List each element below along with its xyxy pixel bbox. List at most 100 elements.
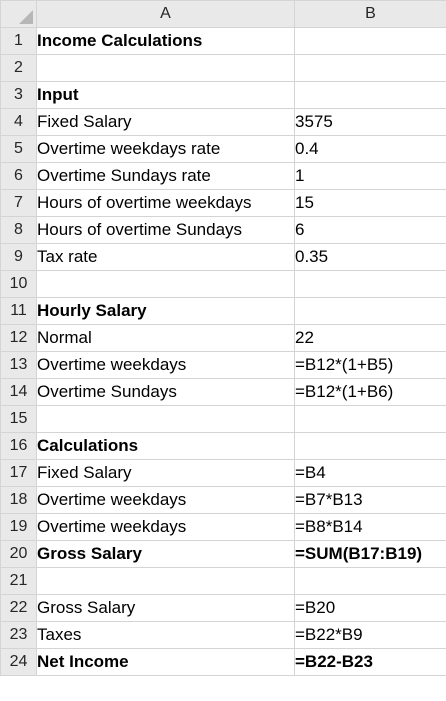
cell-b[interactable]: =B8*B14: [294, 513, 446, 541]
cell-a[interactable]: Overtime weekdays: [36, 351, 295, 379]
cell-b[interactable]: [294, 54, 446, 82]
cell-a[interactable]: Income Calculations: [36, 27, 295, 55]
table-row: 1 Income Calculations: [0, 27, 446, 55]
table-row: 16 Calculations: [0, 432, 446, 460]
row-header[interactable]: 16: [0, 432, 37, 460]
table-row: 17 Fixed Salary =B4: [0, 459, 446, 487]
column-header-a[interactable]: A: [36, 0, 295, 28]
cell-b[interactable]: 15: [294, 189, 446, 217]
table-row: 23 Taxes =B22*B9: [0, 621, 446, 649]
cell-b[interactable]: =B12*(1+B5): [294, 351, 446, 379]
cell-a[interactable]: Tax rate: [36, 243, 295, 271]
row-header[interactable]: 1: [0, 27, 37, 55]
row-header[interactable]: 23: [0, 621, 37, 649]
cell-b[interactable]: [294, 81, 446, 109]
row-header[interactable]: 14: [0, 378, 37, 406]
cell-a[interactable]: Taxes: [36, 621, 295, 649]
cell-b[interactable]: =B12*(1+B6): [294, 378, 446, 406]
column-header-row: A B: [0, 0, 446, 28]
cell-b[interactable]: [294, 270, 446, 298]
table-row: 22 Gross Salary =B20: [0, 594, 446, 622]
row-header[interactable]: 7: [0, 189, 37, 217]
cell-a[interactable]: Hours of overtime Sundays: [36, 216, 295, 244]
cell-b[interactable]: =B22*B9: [294, 621, 446, 649]
cell-a[interactable]: Gross Salary: [36, 540, 295, 568]
row-header[interactable]: 2: [0, 54, 37, 82]
cell-b[interactable]: =B4: [294, 459, 446, 487]
table-row: 8 Hours of overtime Sundays 6: [0, 216, 446, 244]
table-row: 15: [0, 405, 446, 433]
row-header[interactable]: 22: [0, 594, 37, 622]
row-header[interactable]: 5: [0, 135, 37, 163]
cell-a[interactable]: Fixed Salary: [36, 108, 295, 136]
select-all-button[interactable]: [0, 0, 37, 28]
table-row: 3 Input: [0, 81, 446, 109]
row-header[interactable]: 10: [0, 270, 37, 298]
cell-a[interactable]: Normal: [36, 324, 295, 352]
cell-b[interactable]: [294, 297, 446, 325]
row-header[interactable]: 17: [0, 459, 37, 487]
row-header[interactable]: 20: [0, 540, 37, 568]
cell-b[interactable]: [294, 27, 446, 55]
cell-a[interactable]: Input: [36, 81, 295, 109]
cell-a[interactable]: Net Income: [36, 648, 295, 676]
cell-b[interactable]: 0.35: [294, 243, 446, 271]
table-row: 24 Net Income =B22-B23: [0, 648, 446, 676]
row-header[interactable]: 8: [0, 216, 37, 244]
row-header[interactable]: 24: [0, 648, 37, 676]
table-row: 19 Overtime weekdays =B8*B14: [0, 513, 446, 541]
cell-b[interactable]: =B20: [294, 594, 446, 622]
table-row: 7 Hours of overtime weekdays 15: [0, 189, 446, 217]
table-row: 9 Tax rate 0.35: [0, 243, 446, 271]
row-header[interactable]: 13: [0, 351, 37, 379]
cell-b[interactable]: =SUM(B17:B19): [294, 540, 446, 568]
table-row: 21: [0, 567, 446, 595]
cell-a[interactable]: [36, 567, 295, 595]
cell-a[interactable]: Overtime weekdays: [36, 486, 295, 514]
cell-grid: A B 1 Income Calculations 2 3 Input 4 Fixed Sa…: [0, 0, 446, 676]
cell-a[interactable]: Overtime weekdays: [36, 513, 295, 541]
row-header[interactable]: 4: [0, 108, 37, 136]
cell-b[interactable]: =B22-B23: [294, 648, 446, 676]
cell-b[interactable]: 0.4: [294, 135, 446, 163]
row-header[interactable]: 15: [0, 405, 37, 433]
table-row: 4 Fixed Salary 3575: [0, 108, 446, 136]
cell-a[interactable]: [36, 270, 295, 298]
row-header[interactable]: 18: [0, 486, 37, 514]
cell-b[interactable]: 22: [294, 324, 446, 352]
table-row: 13 Overtime weekdays =B12*(1+B5): [0, 351, 446, 379]
cell-b[interactable]: 3575: [294, 108, 446, 136]
cell-a[interactable]: Overtime weekdays rate: [36, 135, 295, 163]
grid-body: 1 Income Calculations 2 3 Input 4 Fixed Salary…: [0, 27, 446, 676]
cell-a[interactable]: Overtime Sundays: [36, 378, 295, 406]
row-header[interactable]: 11: [0, 297, 37, 325]
row-header[interactable]: 21: [0, 567, 37, 595]
cell-b[interactable]: 6: [294, 216, 446, 244]
cell-a[interactable]: Calculations: [36, 432, 295, 460]
row-header[interactable]: 12: [0, 324, 37, 352]
table-row: 18 Overtime weekdays =B7*B13: [0, 486, 446, 514]
row-header[interactable]: 6: [0, 162, 37, 190]
cell-a[interactable]: Gross Salary: [36, 594, 295, 622]
cell-a[interactable]: [36, 54, 295, 82]
cell-a[interactable]: [36, 405, 295, 433]
row-header[interactable]: 9: [0, 243, 37, 271]
cell-b[interactable]: [294, 567, 446, 595]
cell-b[interactable]: =B7*B13: [294, 486, 446, 514]
cell-b[interactable]: [294, 405, 446, 433]
cell-a[interactable]: Hourly Salary: [36, 297, 295, 325]
table-row: 20 Gross Salary =SUM(B17:B19): [0, 540, 446, 568]
table-row: 6 Overtime Sundays rate 1: [0, 162, 446, 190]
cell-a[interactable]: Hours of overtime weekdays: [36, 189, 295, 217]
cell-b[interactable]: 1: [294, 162, 446, 190]
table-row: 5 Overtime weekdays rate 0.4: [0, 135, 446, 163]
column-header-b[interactable]: B: [294, 0, 446, 28]
table-row: 14 Overtime Sundays =B12*(1+B6): [0, 378, 446, 406]
cell-b[interactable]: [294, 432, 446, 460]
cell-a[interactable]: Overtime Sundays rate: [36, 162, 295, 190]
table-row: 11 Hourly Salary: [0, 297, 446, 325]
row-header[interactable]: 3: [0, 81, 37, 109]
row-header[interactable]: 19: [0, 513, 37, 541]
cell-a[interactable]: Fixed Salary: [36, 459, 295, 487]
